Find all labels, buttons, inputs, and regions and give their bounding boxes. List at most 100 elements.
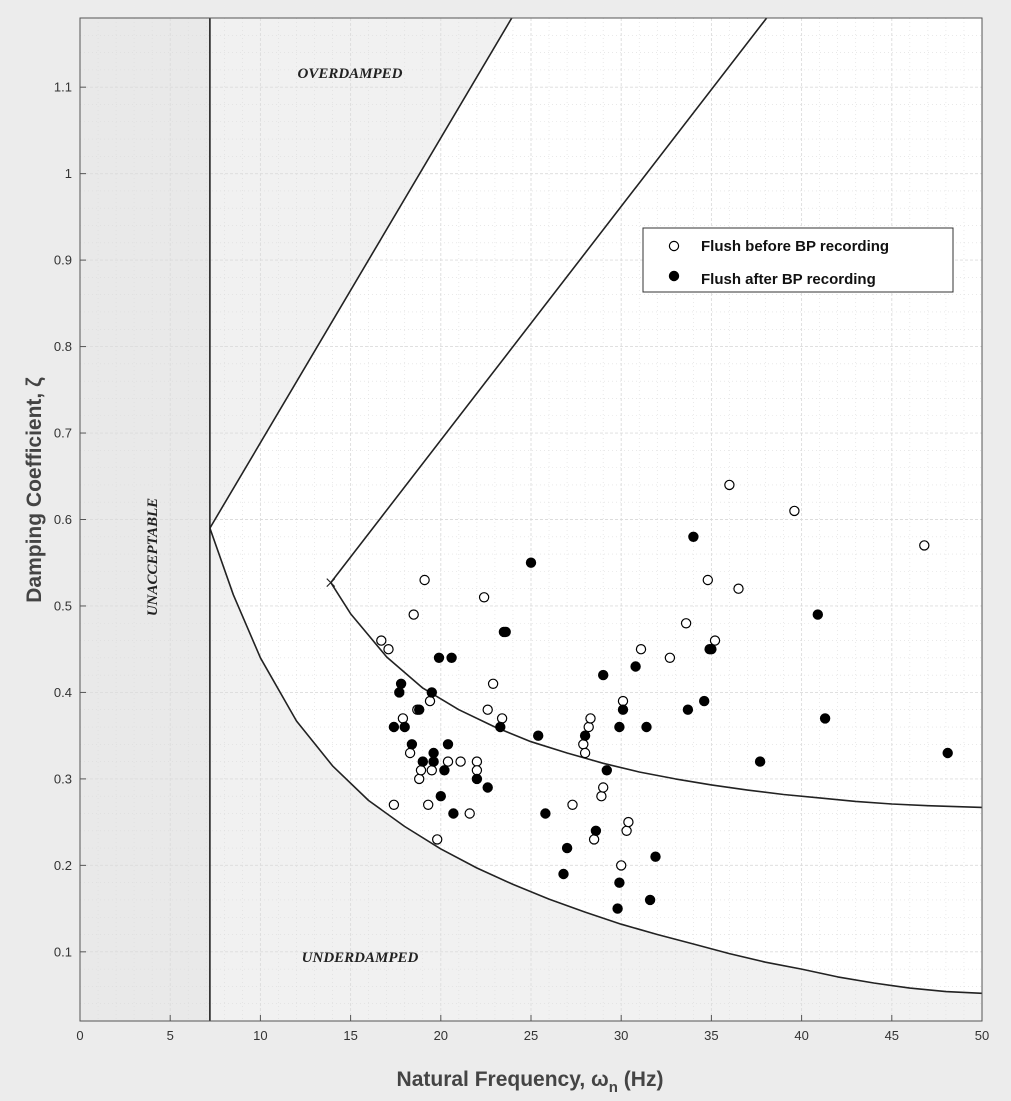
data-point-before bbox=[585, 713, 596, 724]
data-point-before bbox=[423, 799, 434, 811]
y-axis-title: Damping Coefficient, ζ bbox=[23, 377, 46, 603]
y-tick-label: 0.9 bbox=[54, 253, 72, 268]
y-tick-label: 0.6 bbox=[54, 512, 72, 527]
boundary-inner-upper bbox=[330, 18, 768, 584]
x-tick-label: 0 bbox=[76, 1028, 83, 1043]
x-tick-label: 30 bbox=[614, 1028, 628, 1043]
data-point-after bbox=[495, 721, 506, 733]
data-point-after bbox=[406, 739, 418, 750]
data-point-after bbox=[435, 791, 446, 802]
data-point-after bbox=[942, 747, 953, 759]
data-point-after bbox=[644, 894, 656, 906]
legend-marker-open bbox=[668, 240, 680, 252]
data-point-after bbox=[433, 652, 445, 664]
data-point-before bbox=[415, 765, 427, 776]
data-point-before bbox=[578, 739, 589, 750]
data-point-after bbox=[426, 687, 437, 698]
data-point-after bbox=[533, 730, 544, 741]
data-point-after bbox=[448, 808, 459, 819]
data-point-before bbox=[623, 816, 634, 828]
legend-box bbox=[642, 227, 954, 293]
region-label-unacceptable: UNACCEPTABLE bbox=[145, 498, 161, 616]
data-point-after bbox=[525, 557, 537, 568]
y-tick-label: 0.2 bbox=[54, 858, 72, 873]
data-point-after bbox=[601, 765, 613, 776]
data-point-before bbox=[588, 834, 600, 845]
data-point-after bbox=[641, 721, 652, 733]
data-point-after bbox=[428, 756, 439, 767]
data-point-after bbox=[598, 669, 609, 681]
data-point-after bbox=[558, 868, 569, 880]
data-point-after bbox=[650, 851, 661, 862]
data-point-before bbox=[583, 721, 594, 733]
data-point-before bbox=[419, 574, 430, 586]
data-point-before bbox=[579, 747, 591, 759]
x-tick-label: 40 bbox=[794, 1028, 808, 1043]
data-point-before bbox=[664, 652, 676, 664]
data-point-after bbox=[471, 773, 483, 785]
grid bbox=[80, 18, 982, 1021]
data-point-before bbox=[709, 635, 721, 646]
legend-label-after: Flush after BP recording bbox=[701, 271, 876, 288]
data-point-after bbox=[388, 721, 400, 733]
x-tick-label: 5 bbox=[167, 1028, 174, 1043]
region-label-overdamped: OVERDAMPED bbox=[297, 66, 402, 82]
data-point-after bbox=[614, 721, 625, 733]
y-tick-label: 1 bbox=[65, 166, 72, 181]
data-point-before bbox=[598, 782, 609, 793]
data-point-after bbox=[395, 678, 407, 690]
legend-label-before: Flush before BP recording bbox=[701, 238, 889, 255]
inner-vertex-marker bbox=[326, 578, 336, 588]
data-point-after bbox=[399, 721, 410, 733]
data-point-after bbox=[590, 825, 602, 837]
data-point-before bbox=[496, 713, 508, 724]
x-tick-label: 20 bbox=[434, 1028, 448, 1043]
data-point-after bbox=[439, 765, 450, 776]
data-point-before bbox=[397, 713, 409, 724]
data-point-after bbox=[394, 687, 405, 698]
y-tick-label: 0.7 bbox=[54, 426, 72, 441]
data-point-before bbox=[404, 747, 416, 759]
data-point-before bbox=[482, 704, 493, 715]
data-point-before bbox=[424, 695, 436, 707]
data-point-before bbox=[617, 695, 629, 707]
data-point-before bbox=[789, 505, 800, 517]
data-points bbox=[376, 479, 953, 914]
y-tick-label: 0.1 bbox=[54, 944, 72, 959]
data-point-before bbox=[702, 574, 714, 586]
data-point-before bbox=[919, 540, 930, 551]
shade-underdamped bbox=[209, 528, 982, 1021]
data-point-before bbox=[442, 756, 454, 767]
x-tick-label: 25 bbox=[524, 1028, 538, 1043]
boundary-outer-lower bbox=[209, 527, 982, 995]
x-tick-label: 35 bbox=[704, 1028, 718, 1043]
data-point-after bbox=[819, 713, 831, 724]
data-point-after bbox=[614, 877, 625, 888]
x-tick-label: 45 bbox=[885, 1028, 899, 1043]
axis-ticks: 0 5 10 15 20 25 30 35 40 45 50 0.1 0.2 0.3 0.4 0.5 0.6 0.… bbox=[54, 80, 989, 1043]
data-point-after bbox=[754, 756, 766, 767]
legend-marker-filled bbox=[668, 270, 680, 282]
data-point-after bbox=[414, 704, 425, 715]
data-point-before bbox=[471, 756, 483, 767]
data-point-before bbox=[455, 756, 466, 767]
x-axis-title: Natural Frequency, ωn (Hz) bbox=[397, 1068, 664, 1096]
y-tick-label: 0.5 bbox=[54, 598, 72, 613]
data-point-after bbox=[442, 739, 454, 750]
x-tick-label: 50 bbox=[975, 1028, 989, 1043]
region-label-underdamped: UNDERDAMPED bbox=[302, 950, 419, 966]
data-point-before bbox=[464, 808, 475, 819]
y-tick-label: 0.8 bbox=[54, 339, 72, 354]
data-point-before bbox=[426, 765, 437, 776]
data-point-before bbox=[724, 479, 735, 491]
data-point-after bbox=[417, 756, 428, 767]
data-point-before bbox=[408, 609, 419, 620]
data-point-after bbox=[699, 695, 710, 707]
x-tick-label: 15 bbox=[343, 1028, 357, 1043]
data-point-before bbox=[567, 799, 578, 811]
data-point-before bbox=[383, 644, 394, 655]
boundary-inner-lower bbox=[330, 582, 982, 809]
data-point-after bbox=[428, 747, 439, 759]
data-point-after bbox=[561, 842, 573, 854]
